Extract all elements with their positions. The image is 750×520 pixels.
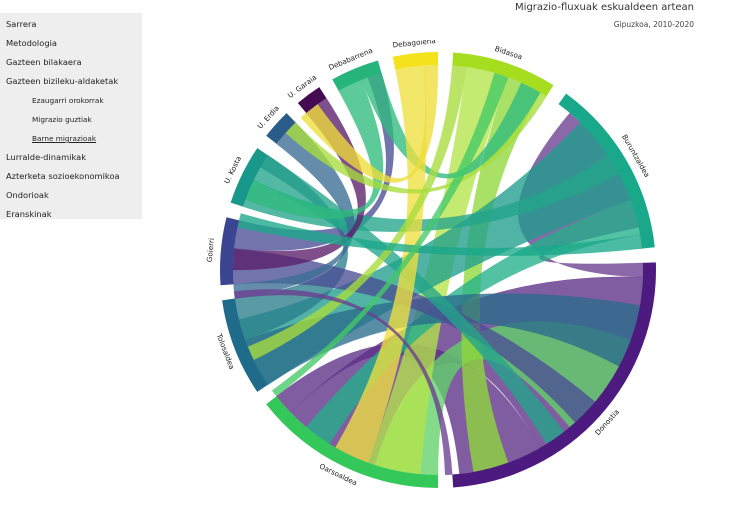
nav-item-gazteen-bizileku-aldaketak[interactable]: Gazteen bizileku-aldaketak (6, 76, 119, 86)
chord-ribbon[interactable] (245, 79, 384, 220)
nav-item-migrazio-guztiak[interactable]: Migrazio guztiak (32, 115, 92, 124)
chart-title: Migrazio-fluxuak eskualdeen artean (515, 2, 694, 13)
chart-subtitle: Gipuzkoa, 2010-2020 (613, 20, 694, 29)
region-arc-tolosaldea[interactable] (222, 298, 269, 392)
nav-item-ezaugarri-orokorrak[interactable]: Ezaugarri orokorrak (32, 96, 104, 105)
nav-item-metodologia[interactable]: Metodologia (6, 38, 57, 48)
nav-item-barne-migrazioak[interactable]: Barne migrazioak (32, 134, 97, 143)
region-arc-u-kosta[interactable] (230, 148, 269, 207)
region-arc-u-garaia[interactable] (297, 87, 327, 113)
region-arc-u-erdia[interactable] (266, 113, 296, 144)
region-label: Goierri (205, 238, 216, 263)
chord-ribbon[interactable] (300, 64, 439, 183)
arc-group (220, 52, 656, 488)
region-arc-buruntzaldea[interactable] (558, 93, 655, 249)
chord-ribbon[interactable] (285, 92, 547, 194)
region-arc-bidasoa[interactable] (452, 52, 554, 97)
nav-item-gazteen-bilakaera[interactable]: Gazteen bilakaera (6, 57, 82, 67)
nav-item-azterketa-sozioekonomikoa[interactable]: Azterketa sozioekonomikoa (6, 171, 120, 181)
region-arc-debagoiena[interactable] (392, 52, 438, 70)
nav-item-eranskinak[interactable]: Eranskinak (6, 209, 52, 219)
chord-diagram: BidasoaBuruntzaldeaDonostiaOarsoaldeaTol… (205, 40, 656, 488)
region-arc-debabarrena[interactable] (332, 60, 382, 91)
region-arc-donostia[interactable] (452, 262, 656, 488)
region-label: Bidasoa (494, 44, 524, 61)
region-arc-goierri[interactable] (220, 217, 240, 286)
ribbon-group (232, 64, 644, 476)
region-arc-oarsoaldea[interactable] (266, 396, 438, 488)
chord-ribbon[interactable] (233, 289, 453, 476)
nav-item-sarrera[interactable]: Sarrera (6, 19, 37, 29)
nav-item-ondorioak[interactable]: Ondorioak (6, 190, 49, 200)
sidebar-nav: Sarrera Metodologia Gazteen bilakaera Gazte… (0, 13, 142, 219)
nav-item-lurralde-dinamikak[interactable]: Lurralde-dinamikak (6, 152, 87, 162)
region-label: Debagoiena (392, 40, 436, 49)
